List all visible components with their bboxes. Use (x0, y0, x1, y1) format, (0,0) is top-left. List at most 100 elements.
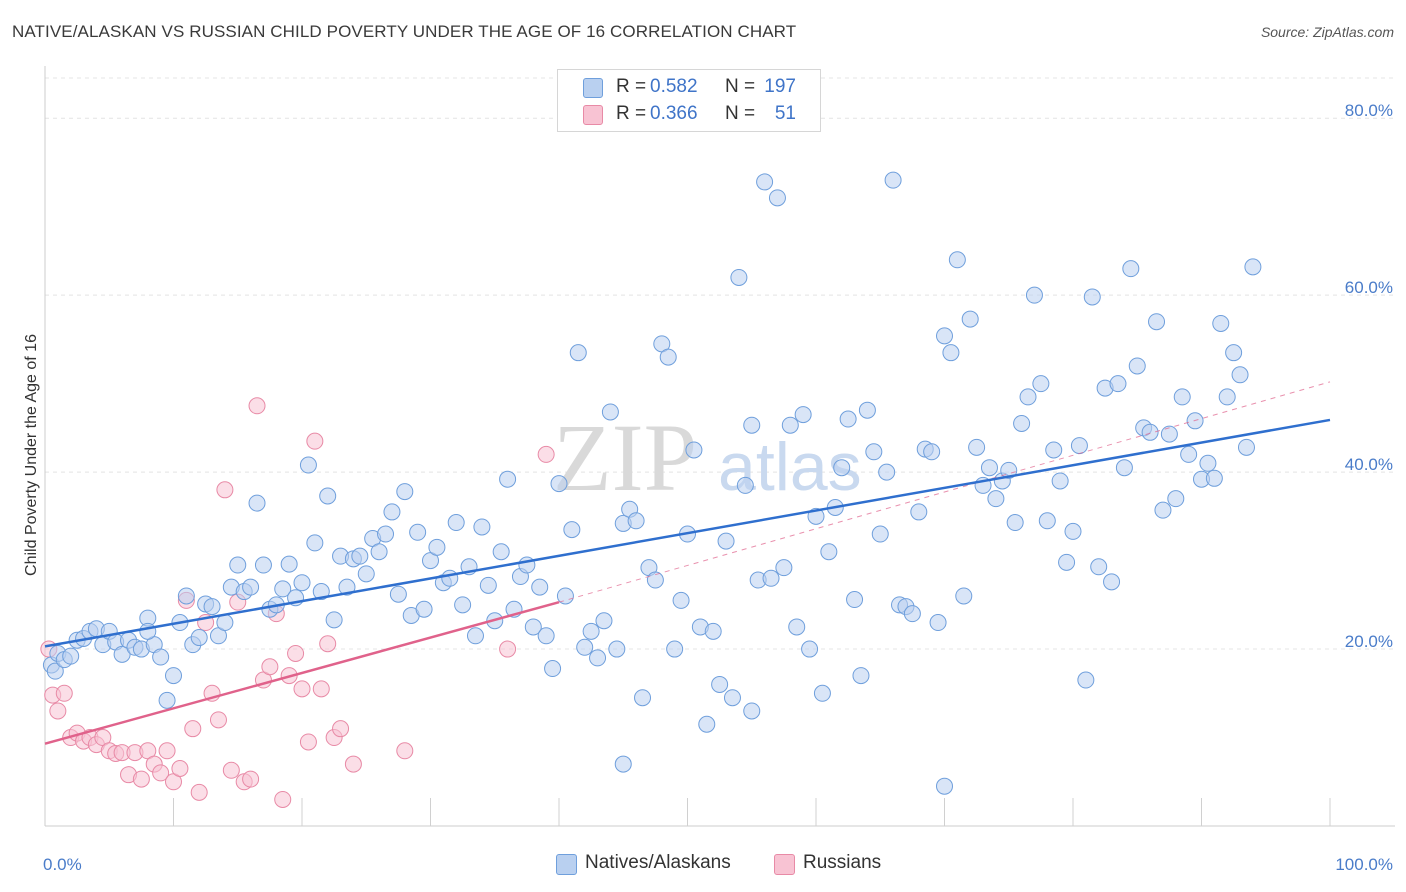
natives-point (537, 627, 555, 645)
natives-point (980, 459, 998, 477)
natives-point (756, 173, 774, 191)
natives-point (383, 503, 401, 521)
natives-point (781, 416, 799, 434)
legend-swatch-blue (583, 78, 603, 98)
natives-point (139, 622, 157, 640)
natives-point (955, 587, 973, 605)
natives-point (499, 470, 517, 488)
legend-r-value: 0.366 (650, 103, 698, 124)
natives-point (165, 667, 182, 685)
natives-point (685, 441, 703, 459)
natives-point (627, 512, 645, 530)
natives-point (1038, 512, 1056, 530)
natives-point (1173, 388, 1191, 406)
legend: R = 0.582 N = 197 R = 0.366 N = 51 (557, 69, 821, 132)
x-tick-label: 0.0% (43, 855, 82, 874)
natives-point (280, 555, 298, 573)
natives-point (852, 667, 870, 685)
natives-point (833, 459, 851, 477)
bottom-legend-swatch-pink (774, 854, 795, 875)
natives-points (42, 171, 1262, 795)
natives-point (254, 556, 272, 574)
natives-point (544, 660, 562, 678)
russians-point (132, 770, 150, 788)
natives-point (871, 525, 889, 543)
y-tick-label: 40.0% (1345, 455, 1393, 474)
natives-point (936, 327, 953, 345)
natives-point (312, 583, 330, 601)
natives-point (248, 494, 266, 512)
natives-point (325, 611, 343, 629)
russians-point (293, 680, 311, 698)
russians-point (248, 397, 266, 415)
natives-point (1045, 441, 1063, 459)
natives-point (1237, 438, 1255, 456)
natives-point (1070, 437, 1088, 455)
russians-point (242, 770, 260, 788)
tick-labels: 20.0% 40.0% 60.0% 80.0% 0.0% 100.0% (43, 101, 1393, 874)
natives-point (608, 640, 626, 658)
natives-point (454, 596, 472, 614)
x-tick-label: 100.0% (1335, 855, 1393, 874)
natives-point (923, 443, 941, 461)
natives-point (473, 518, 491, 536)
natives-point (389, 585, 407, 603)
natives-point (595, 612, 613, 630)
natives-point (46, 662, 64, 680)
legend-swatch-pink (583, 105, 603, 125)
natives-point (113, 645, 131, 663)
russians-point (190, 783, 208, 801)
natives-point (1167, 490, 1185, 508)
natives-point (1141, 423, 1159, 441)
natives-point (743, 702, 761, 720)
russians-point (184, 720, 202, 738)
natives-point (794, 406, 812, 424)
natives-point (589, 649, 607, 667)
russians-point (55, 684, 73, 702)
natives-point (813, 684, 831, 702)
natives-point (1160, 425, 1178, 443)
legend-n-value: 51 (774, 103, 796, 124)
natives-point (1109, 375, 1127, 393)
natives-point (743, 416, 761, 434)
grid-lines (45, 77, 1395, 650)
natives-point (948, 251, 966, 269)
watermark: ZIP atlas (553, 404, 862, 511)
natives-point (1225, 344, 1243, 362)
natives-point (961, 310, 979, 328)
natives-point (447, 514, 465, 532)
bottom-legend-swatch-blue (556, 854, 577, 875)
russians-point (396, 742, 414, 760)
legend-n-label: N = (725, 76, 756, 97)
y-tick-label: 60.0% (1345, 278, 1393, 297)
natives-point (569, 344, 587, 362)
natives-point (820, 543, 838, 561)
natives-point (1212, 314, 1230, 332)
natives-point (377, 525, 395, 543)
russians-point (216, 481, 234, 499)
natives-point (717, 532, 735, 550)
natives-point (582, 622, 600, 640)
natives-point (736, 476, 754, 494)
natives-point (1128, 357, 1146, 375)
natives-point (177, 587, 195, 605)
russians-point (312, 680, 330, 698)
russians-point (332, 720, 350, 738)
natives-point (666, 640, 684, 658)
natives-point (1032, 375, 1050, 393)
natives-point (492, 543, 510, 561)
natives-point (672, 591, 690, 609)
natives-point (357, 565, 375, 583)
natives-point (1051, 472, 1069, 490)
legend-row-russians: R = 0.366 N = 51 (558, 102, 820, 126)
natives-point (1199, 454, 1217, 472)
russians-point (274, 790, 292, 808)
natives-point (634, 689, 652, 707)
natives-point (466, 627, 484, 645)
natives-point (846, 591, 864, 609)
natives-trend-line (44, 418, 1331, 648)
natives-point (936, 777, 953, 795)
natives-point (1025, 286, 1043, 304)
natives-point (441, 569, 459, 587)
